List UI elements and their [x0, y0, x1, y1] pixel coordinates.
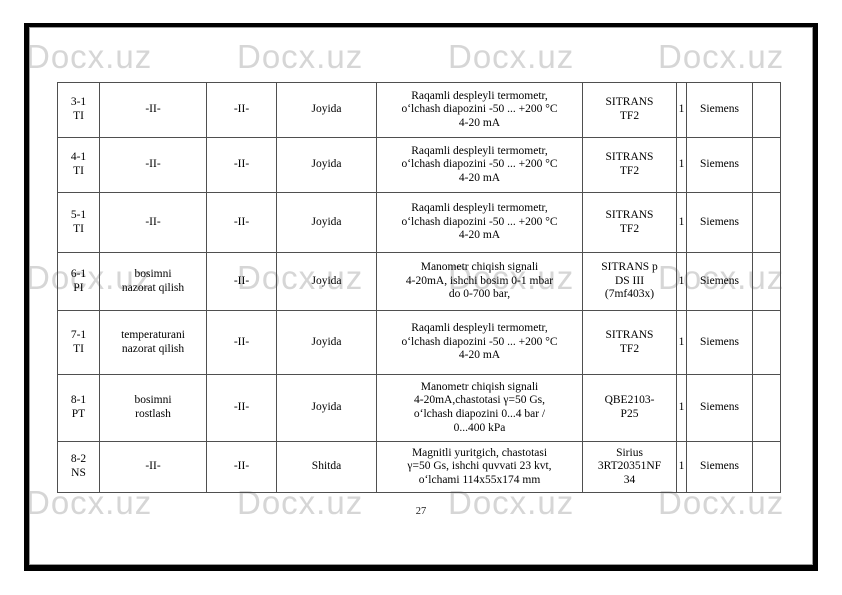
cell-function: bosimni nazorat qilish: [99, 252, 207, 311]
cell-position-id: 6-1 PI: [57, 252, 100, 311]
cell-function: -II-: [99, 441, 207, 493]
cell-qty: 1: [676, 374, 687, 442]
cell-location: Joyida: [276, 310, 377, 375]
cell-function: -II-: [99, 192, 207, 253]
cell-qty: 1: [676, 82, 687, 138]
cell-notes: [752, 192, 781, 253]
cell-manufacturer: Siemens: [686, 374, 753, 442]
cell-signal: -II-: [206, 82, 277, 138]
cell-signal: -II-: [206, 310, 277, 375]
cell-model: SITRANS TF2: [582, 137, 677, 193]
table-row: 6-1 PI bosimni nazorat qilish -II- Joyid…: [57, 252, 781, 311]
cell-signal: -II-: [206, 252, 277, 311]
cell-position-id: 4-1 TI: [57, 137, 100, 193]
cell-signal: -II-: [206, 374, 277, 442]
cell-position-id: 8-1 PT: [57, 374, 100, 442]
cell-signal: -II-: [206, 192, 277, 253]
cell-description: Raqamli despleyli termometr, o‘lchash di…: [376, 192, 583, 253]
cell-manufacturer: Siemens: [686, 82, 753, 138]
cell-location: Joyida: [276, 252, 377, 311]
cell-position-id: 7-1 TI: [57, 310, 100, 375]
cell-notes: [752, 374, 781, 442]
cell-description: Raqamli despleyli termometr, o‘lchash di…: [376, 82, 583, 138]
cell-location: Shitda: [276, 441, 377, 493]
watermark-text: Docx.uz: [237, 38, 364, 75]
watermark-text: Docx.uz: [658, 38, 785, 75]
cell-description: Manometr chiqish signali 4-20mA, ishchi …: [376, 252, 583, 311]
table-row: 4-1 TI -II- -II- Joyida Raqamli despleyl…: [57, 137, 781, 193]
cell-notes: [752, 137, 781, 193]
cell-manufacturer: Siemens: [686, 310, 753, 375]
watermark-text: Docx.uz: [448, 38, 575, 75]
cell-function: -II-: [99, 82, 207, 138]
cell-signal: -II-: [206, 441, 277, 493]
cell-notes: [752, 310, 781, 375]
cell-model: QBE2103- P25: [582, 374, 677, 442]
table-row: 3-1 TI -II- -II- Joyida Raqamli despleyl…: [57, 82, 781, 138]
cell-model: SITRANS TF2: [582, 82, 677, 138]
cell-notes: [752, 252, 781, 311]
cell-location: Joyida: [276, 137, 377, 193]
cell-signal: -II-: [206, 137, 277, 193]
cell-model: SITRANS TF2: [582, 310, 677, 375]
equipment-table: 3-1 TI -II- -II- Joyida Raqamli despleyl…: [57, 82, 781, 493]
cell-qty: 1: [676, 192, 687, 253]
page-number: 27: [415, 506, 427, 517]
cell-manufacturer: Siemens: [686, 441, 753, 493]
cell-model: SITRANS TF2: [582, 192, 677, 253]
table-row: 7-1 TI temperaturani nazorat qilish -II-…: [57, 310, 781, 375]
cell-manufacturer: Siemens: [686, 252, 753, 311]
cell-function: temperaturani nazorat qilish: [99, 310, 207, 375]
cell-notes: [752, 82, 781, 138]
table-row: 8-2 NS -II- -II- Shitda Magnitli yuritgi…: [57, 441, 781, 493]
cell-model: Sirius 3RT20351NF 34: [582, 441, 677, 493]
cell-function: bosimni rostlash: [99, 374, 207, 442]
cell-position-id: 5-1 TI: [57, 192, 100, 253]
cell-location: Joyida: [276, 374, 377, 442]
cell-qty: 1: [676, 252, 687, 311]
cell-function: -II-: [99, 137, 207, 193]
cell-model: SITRANS p DS III (7mf403x): [582, 252, 677, 311]
watermark-text: Docx.uz: [26, 38, 153, 75]
cell-manufacturer: Siemens: [686, 192, 753, 253]
cell-location: Joyida: [276, 192, 377, 253]
cell-position-id: 8-2 NS: [57, 441, 100, 493]
cell-position-id: 3-1 TI: [57, 82, 100, 138]
cell-notes: [752, 441, 781, 493]
cell-description: Magnitli yuritgich, chastotasi γ=50 Gs, …: [376, 441, 583, 493]
cell-location: Joyida: [276, 82, 377, 138]
cell-description: Manometr chiqish signali 4-20mA,chastota…: [376, 374, 583, 442]
cell-qty: 1: [676, 137, 687, 193]
table-row: 5-1 TI -II- -II- Joyida Raqamli despleyl…: [57, 192, 781, 253]
cell-description: Raqamli despleyli termometr, o‘lchash di…: [376, 137, 583, 193]
cell-manufacturer: Siemens: [686, 137, 753, 193]
cell-description: Raqamli despleyli termometr, o‘lchash di…: [376, 310, 583, 375]
cell-qty: 1: [676, 310, 687, 375]
cell-qty: 1: [676, 441, 687, 493]
table-row: 8-1 PT bosimni rostlash -II- Joyida Mano…: [57, 374, 781, 442]
